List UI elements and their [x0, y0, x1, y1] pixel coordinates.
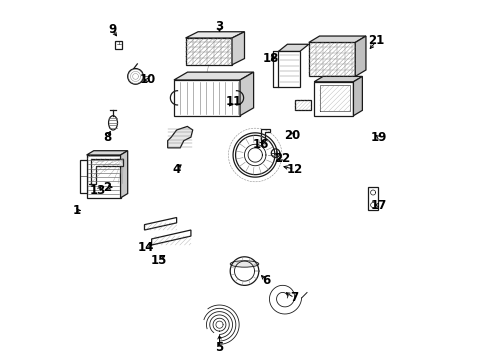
- Polygon shape: [86, 151, 127, 155]
- Text: 13: 13: [90, 184, 106, 197]
- Ellipse shape: [230, 261, 258, 267]
- Text: 15: 15: [150, 254, 166, 267]
- Text: 16: 16: [252, 138, 268, 151]
- Text: 17: 17: [369, 198, 386, 212]
- Text: 14: 14: [138, 241, 154, 255]
- Polygon shape: [353, 76, 362, 116]
- Polygon shape: [174, 72, 253, 80]
- Polygon shape: [86, 155, 121, 198]
- Polygon shape: [121, 151, 127, 198]
- Text: 12: 12: [286, 163, 302, 176]
- Polygon shape: [294, 100, 310, 111]
- Text: 8: 8: [102, 131, 111, 144]
- Text: 18: 18: [263, 52, 279, 65]
- Text: 4: 4: [172, 163, 181, 176]
- Polygon shape: [313, 82, 353, 116]
- Text: 21: 21: [368, 34, 384, 47]
- Polygon shape: [167, 126, 192, 148]
- Polygon shape: [115, 41, 122, 49]
- Polygon shape: [278, 44, 308, 51]
- Polygon shape: [354, 36, 365, 76]
- Text: 11: 11: [225, 95, 242, 108]
- Polygon shape: [80, 160, 87, 193]
- Text: 9: 9: [108, 23, 116, 36]
- Polygon shape: [174, 80, 240, 116]
- Text: 7: 7: [290, 291, 298, 305]
- Polygon shape: [185, 38, 231, 65]
- Polygon shape: [308, 36, 365, 42]
- Polygon shape: [185, 32, 244, 38]
- Polygon shape: [240, 72, 253, 116]
- Polygon shape: [89, 158, 123, 184]
- Polygon shape: [151, 230, 190, 245]
- Text: 20: 20: [284, 129, 300, 142]
- Ellipse shape: [108, 116, 117, 130]
- Text: 2: 2: [102, 181, 111, 194]
- Text: 5: 5: [215, 341, 223, 354]
- Polygon shape: [144, 217, 176, 230]
- Text: 6: 6: [261, 274, 269, 287]
- Text: 1: 1: [72, 204, 81, 217]
- Polygon shape: [261, 129, 269, 141]
- Polygon shape: [313, 76, 362, 82]
- Text: 19: 19: [369, 131, 386, 144]
- Polygon shape: [308, 42, 354, 76]
- Polygon shape: [231, 32, 244, 65]
- Polygon shape: [278, 51, 299, 87]
- Text: 10: 10: [140, 73, 156, 86]
- Polygon shape: [367, 187, 378, 210]
- Text: 22: 22: [273, 152, 289, 165]
- Text: 3: 3: [215, 20, 223, 33]
- Circle shape: [127, 68, 143, 84]
